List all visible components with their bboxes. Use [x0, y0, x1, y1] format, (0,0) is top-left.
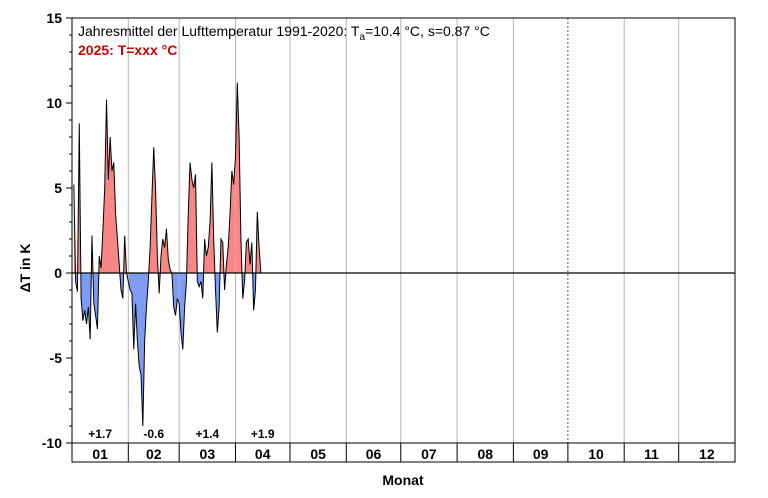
month-label: 03: [200, 446, 216, 462]
negative-anomaly-area: [73, 273, 298, 426]
month-label: 12: [699, 446, 715, 462]
y-tick-label: 0: [54, 265, 62, 281]
month-label: 01: [92, 446, 108, 462]
y-tick-label: 10: [46, 95, 62, 111]
anomaly-line-layer: [73, 82, 298, 427]
y-axis-title: ΔT in K: [17, 244, 33, 293]
positive-anomaly-area: [73, 82, 298, 273]
month-label: 09: [533, 446, 549, 462]
month-anomaly-label: +1.7: [88, 427, 112, 441]
month-anomaly-label: +1.9: [251, 427, 275, 441]
month-anomaly-label: -0.6: [143, 427, 164, 441]
y-tick-label: 15: [46, 10, 62, 26]
y-tick-label: -5: [50, 350, 63, 366]
month-label: 02: [146, 446, 162, 462]
month-label: 06: [366, 446, 382, 462]
month-label: 04: [255, 446, 271, 462]
axis-layer: [66, 17, 736, 463]
anomaly-fill-layer: [73, 82, 298, 426]
month-grid-layer: [127, 18, 680, 443]
month-label: 05: [310, 446, 326, 462]
chart-title: Jahresmittel der Lufttemperatur 1991-202…: [78, 23, 490, 43]
chart-subtitle: 2025: T=xxx °C: [78, 42, 177, 58]
anomaly-line: [73, 82, 298, 427]
month-label: 11: [644, 446, 659, 462]
x-axis-title: Monat: [382, 472, 424, 488]
month-label: 07: [421, 446, 437, 462]
month-label: 10: [588, 446, 604, 462]
y-tick-label: -10: [42, 435, 62, 451]
plot-frame: [71, 17, 736, 463]
month-label: 08: [477, 446, 493, 462]
y-tick-label: 5: [54, 180, 62, 196]
month-anomaly-label: +1.4: [195, 427, 219, 441]
